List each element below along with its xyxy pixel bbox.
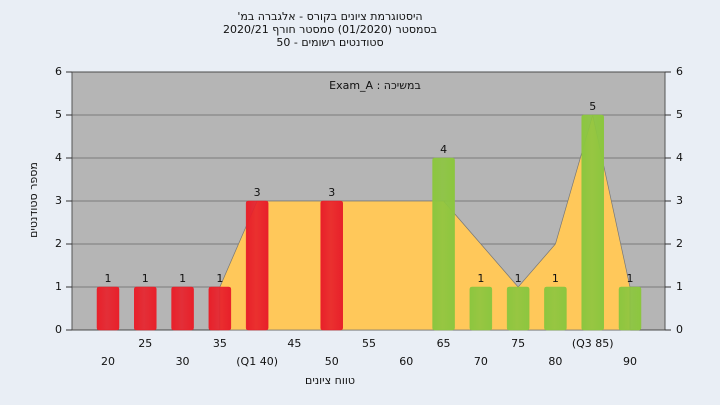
x-tick-label: 25 (138, 337, 152, 350)
y2-tick-label: 6 (676, 65, 683, 78)
data-label: 1 (552, 272, 559, 285)
bar (618, 286, 642, 331)
bar (245, 200, 269, 331)
bar (171, 286, 194, 331)
x-tick-label: 35 (213, 337, 227, 350)
data-label: 1 (179, 272, 186, 285)
y2-tick-label: 0 (676, 323, 683, 336)
bar (320, 200, 343, 331)
y-tick-label: 1 (55, 280, 62, 293)
data-label: 4 (440, 143, 447, 156)
chart-title: היסטוגרמת ציונים בקורס - אלגברה במ' (237, 10, 422, 23)
x-tick-label: 75 (511, 337, 525, 350)
data-label: 1 (515, 272, 522, 285)
x-tick-label: 30 (176, 355, 190, 368)
annotation: במשיכה : Exam_A (329, 79, 421, 92)
x-tick-label: 90 (623, 355, 637, 368)
y2-tick-label: 1 (676, 280, 683, 293)
x-tick-label: 55 (362, 337, 376, 350)
y-tick-label: 4 (55, 151, 62, 164)
x-tick-label: 20 (101, 355, 115, 368)
y-axis-label: מספר סטודנטים (27, 162, 40, 238)
y2-tick-label: 4 (676, 151, 683, 164)
bar (581, 114, 604, 331)
x-tick-label: (Q3 85) (572, 337, 614, 350)
y2-tick-label: 3 (676, 194, 683, 207)
x-tick-label: 60 (399, 355, 413, 368)
data-label: 1 (477, 272, 484, 285)
bar (96, 286, 120, 331)
x-tick-label: 65 (437, 337, 451, 350)
chart-subtitle: סטודנטים רשומים - 50 (276, 36, 383, 49)
data-label: 1 (142, 272, 149, 285)
x-tick-label: 70 (474, 355, 488, 368)
bar (506, 286, 530, 331)
y-tick-label: 5 (55, 108, 62, 121)
data-label: 1 (627, 272, 634, 285)
bar (208, 286, 232, 331)
y-tick-label: 6 (55, 65, 62, 78)
y2-tick-label: 2 (676, 237, 683, 250)
data-label: 1 (216, 272, 223, 285)
x-tick-label: 45 (287, 337, 301, 350)
data-label: 1 (105, 272, 112, 285)
bar (469, 286, 493, 331)
y-tick-label: 2 (55, 237, 62, 250)
data-label: 5 (589, 100, 596, 113)
chart-subtitle: בסמסטר (01/2020) סמסטר חורף 2020/21 (223, 23, 437, 36)
x-axis-label: טווח ציונים (305, 374, 355, 387)
y-tick-label: 0 (55, 323, 62, 336)
x-tick-label: (Q1 40) (236, 355, 278, 368)
data-label: 3 (328, 186, 335, 199)
bar (432, 157, 455, 331)
bar (134, 286, 157, 331)
y2-tick-label: 5 (676, 108, 683, 121)
y-tick-label: 3 (55, 194, 62, 207)
bar (544, 286, 567, 331)
x-tick-label: 80 (548, 355, 562, 368)
x-tick-label: 50 (325, 355, 339, 368)
data-label: 3 (254, 186, 261, 199)
